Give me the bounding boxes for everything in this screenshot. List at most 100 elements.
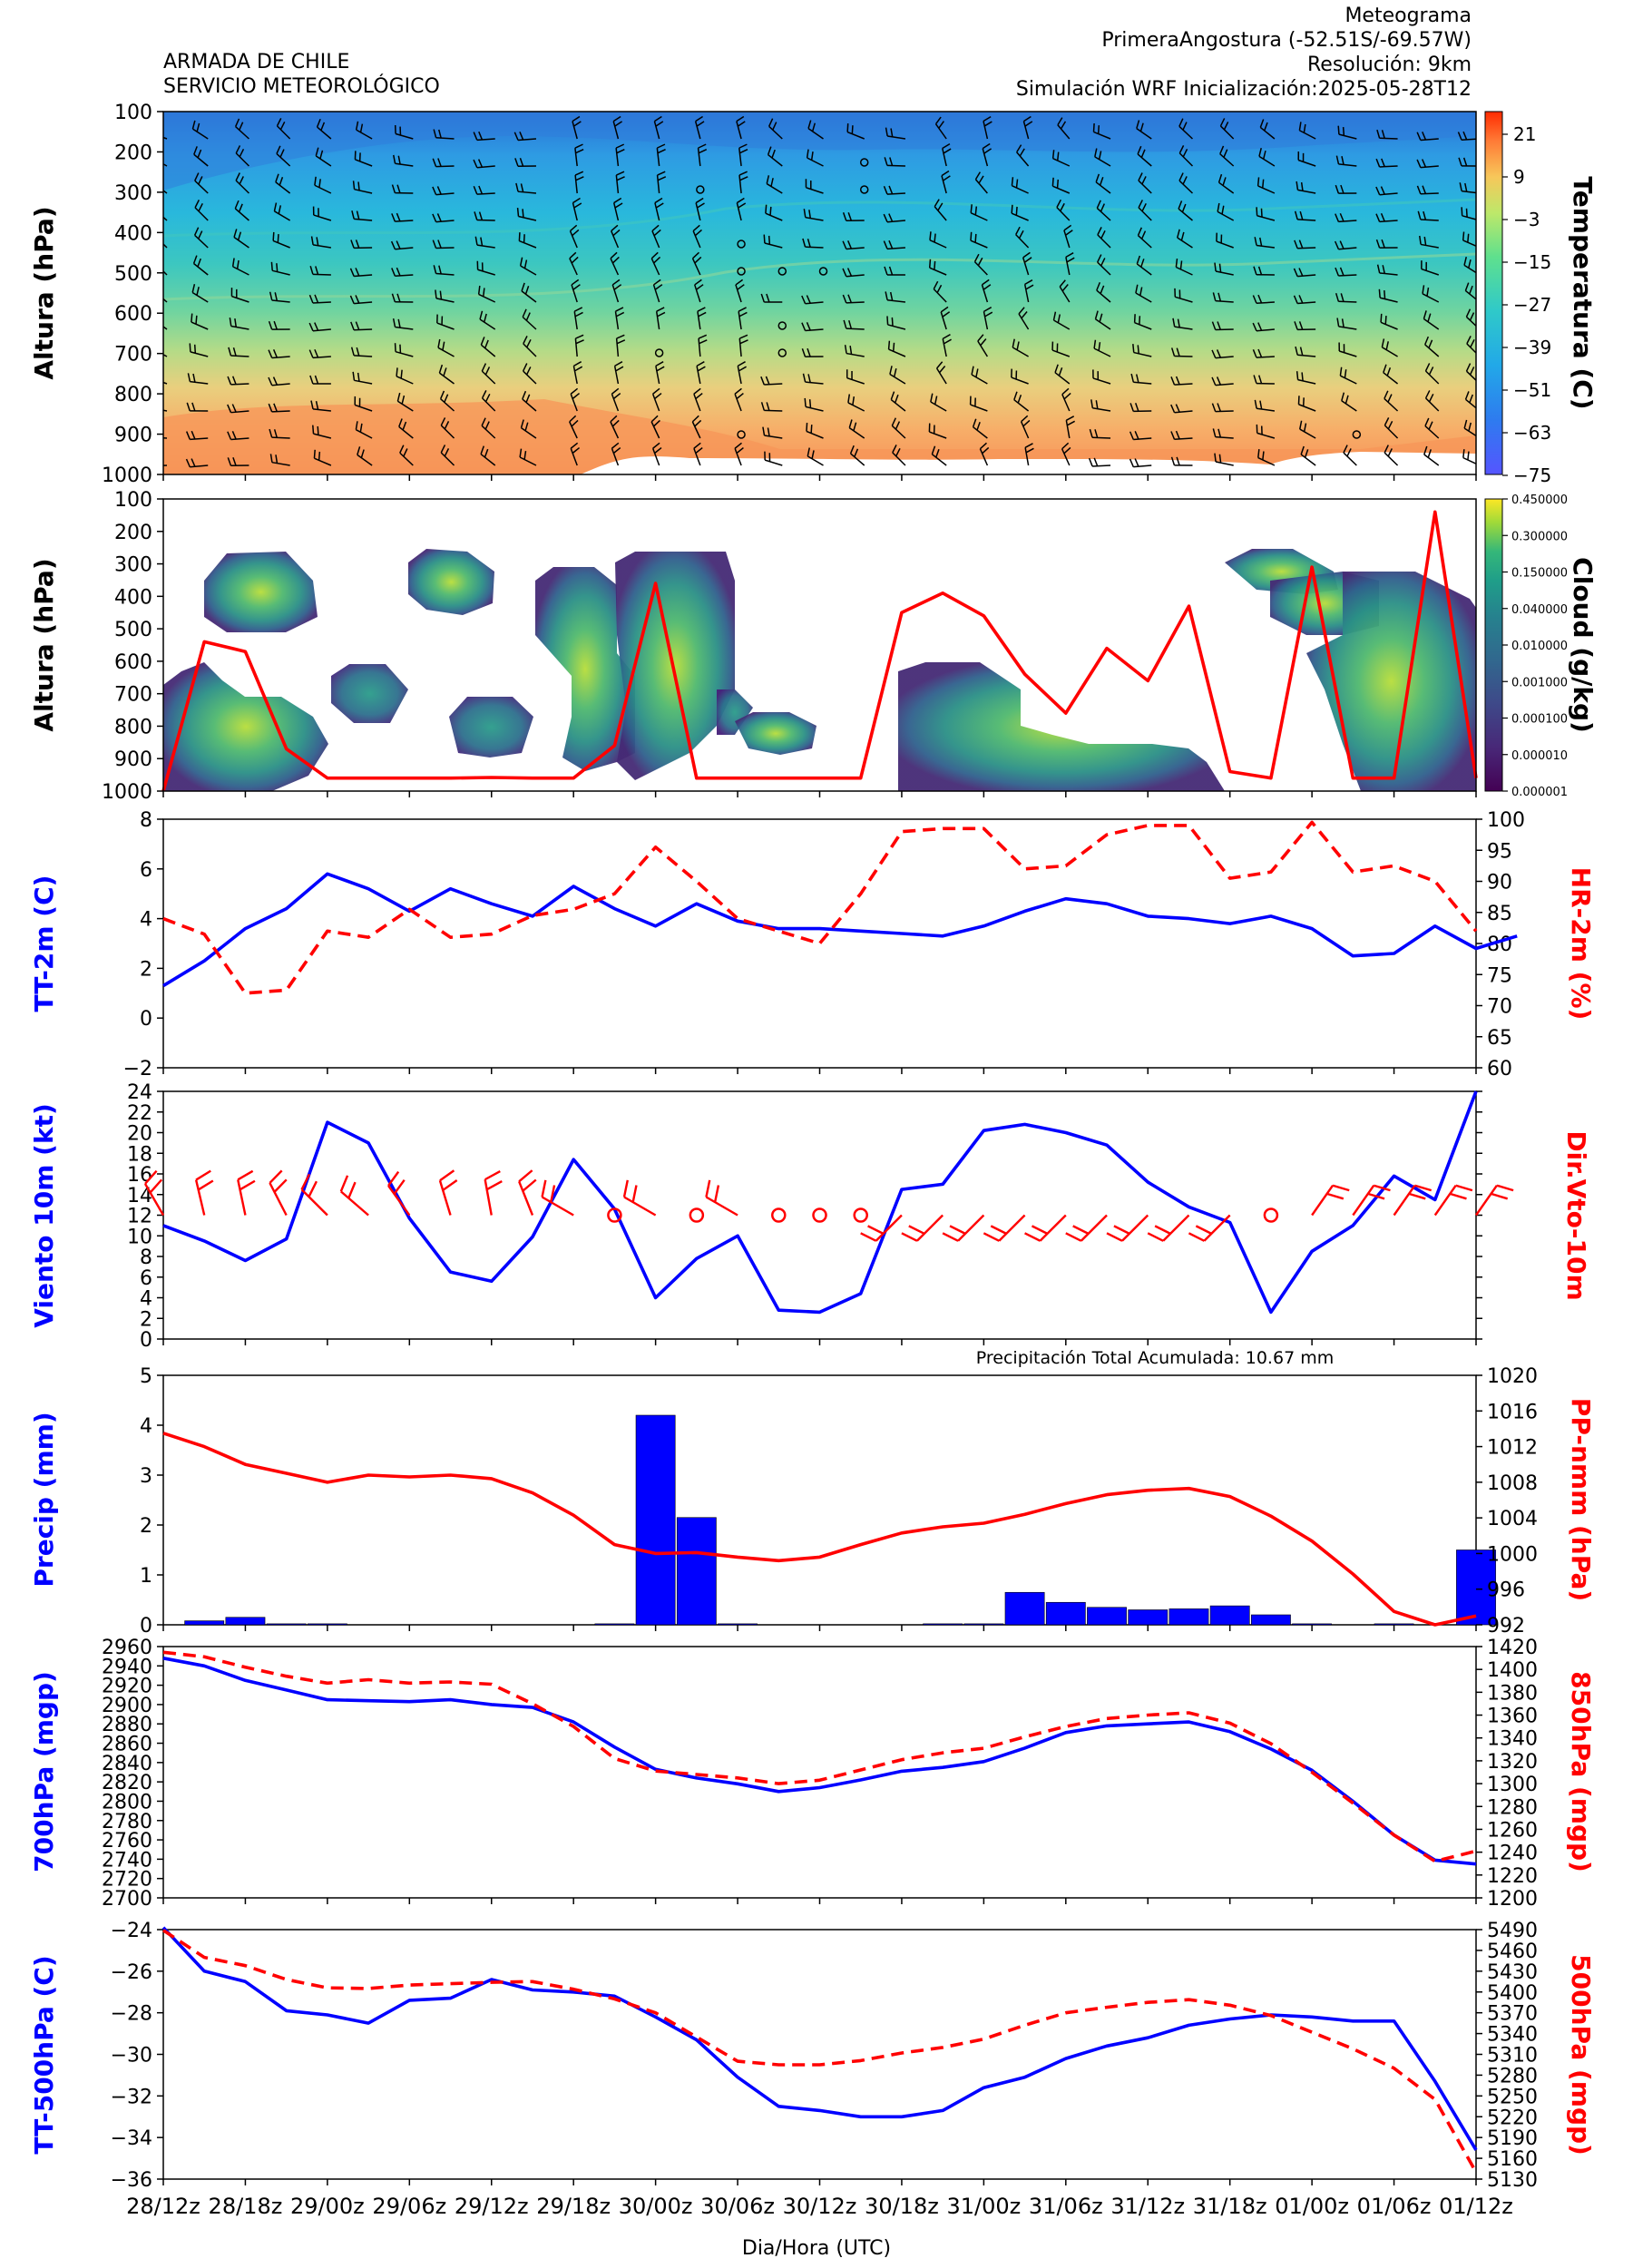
wind-barb-shaft	[1300, 454, 1316, 466]
wind-barb-shaft	[970, 240, 988, 249]
temperature-colorbar-tick-label: −39	[1513, 337, 1551, 358]
wind-barb-flag	[1380, 313, 1383, 323]
gph700-axis-tick-label: 2900	[102, 1695, 152, 1717]
gph500-axis-tick-label: 5370	[1487, 2003, 1538, 2026]
wind-barb-flag	[1294, 210, 1298, 220]
wind-barb-flag	[236, 259, 240, 269]
wind-barb-flag	[884, 266, 888, 276]
wind-barb-flag	[1137, 145, 1142, 155]
wind-barb-shaft	[569, 258, 578, 276]
wind-barb-flag	[273, 429, 278, 438]
wind-barb-flag	[888, 185, 894, 195]
wind-barb-shaft	[614, 311, 620, 330]
wind-barb-flag	[1469, 394, 1473, 404]
cloud-contour-region	[717, 689, 753, 735]
wind-barb-flag	[268, 403, 273, 413]
wind-barb-flag	[1022, 419, 1031, 427]
wind-barb-flag	[277, 234, 279, 243]
wind-barb-flag	[1257, 375, 1263, 384]
wind-barb-flag	[239, 122, 244, 131]
wind-barb-shaft	[1338, 163, 1357, 167]
wind-barb-flag	[1342, 126, 1345, 136]
wind-barb-shaft	[313, 214, 332, 221]
cloud-colorbar-tick-label: 0.450000	[1511, 494, 1568, 507]
wind-barb-shaft	[1217, 210, 1235, 221]
wind-barb-shaft	[1137, 153, 1152, 167]
wind-barb-flag	[1299, 210, 1304, 220]
gph700-axis-tick-label: 2760	[102, 1830, 152, 1853]
wind-barb-flag	[1214, 262, 1217, 272]
wind-barb-flag	[616, 339, 626, 345]
wind-barb-flag	[940, 306, 949, 313]
wind-barb-shaft	[973, 261, 988, 276]
wind-barb-flag	[807, 347, 811, 357]
wind-barb-flag	[438, 129, 442, 139]
gph700-ylabel: 700hPa (mgp)	[29, 1671, 59, 1872]
wind-barb-shaft	[482, 397, 496, 412]
wind-barb-flag	[523, 259, 528, 269]
wind-barb-shaft	[1297, 159, 1316, 167]
wind-barb-flag	[1177, 229, 1180, 239]
wind-barb-flag	[738, 334, 748, 339]
wind-barb-shaft	[847, 402, 865, 412]
wind-barb-flag	[1013, 391, 1018, 400]
wind-barb-flag	[1061, 387, 1070, 396]
wind-barb-flag	[525, 312, 531, 321]
wind-barb-flag	[575, 339, 584, 345]
wind-barb-shaft	[340, 1190, 369, 1217]
wind-barb-flag	[514, 158, 519, 167]
wind-barb-shaft	[275, 181, 291, 194]
wind-barb-shaft	[357, 454, 373, 466]
wind-barb-flag	[390, 240, 396, 250]
wind-barb-shaft	[765, 212, 783, 221]
wind-barb-shaft	[1466, 370, 1476, 382]
wind-barb-shaft	[764, 459, 783, 466]
gph500-axis-tick-label: 5460	[1487, 1941, 1538, 1963]
wind-barb-flag	[1252, 295, 1257, 304]
x-tick-label: 01/06z	[1357, 2194, 1432, 2219]
wind-barb-flag	[194, 172, 200, 181]
wind-barb-shaft	[805, 216, 824, 221]
wind-barb-flag	[1387, 394, 1393, 403]
wind-barb-shaft	[738, 175, 742, 194]
wind-barb-shaft	[846, 352, 865, 357]
wind-axis-tick-label: 2	[140, 1308, 152, 1331]
wind-barb-shaft	[1061, 448, 1071, 466]
wind-barb-flag	[942, 142, 951, 150]
wind-barb-flag	[231, 404, 237, 413]
cloud-colorbar-tick-label: 0.001000	[1511, 676, 1568, 689]
wind-barb-flag	[612, 392, 621, 400]
wind-barb-flag	[1089, 428, 1093, 438]
pressure-axis-tick-label: 1016	[1487, 1401, 1538, 1423]
wind-barb-flag	[484, 421, 490, 430]
wind-barb-shaft	[655, 366, 660, 385]
wind-barb-flag	[484, 313, 487, 323]
wind-barb-flag	[515, 182, 519, 192]
wind-barb-flag	[270, 261, 273, 271]
wind-barb-flag	[154, 254, 158, 262]
wind-barb-shaft	[313, 433, 332, 439]
wind-barb-flag	[692, 251, 699, 259]
wind-barb-shaft	[1057, 124, 1071, 140]
wind-barb-shaft	[314, 184, 332, 194]
wind-barb-flag	[193, 146, 198, 155]
wind-barb-shaft	[650, 258, 660, 276]
calm-wind-circle	[812, 1207, 827, 1223]
wind-barb-flag	[698, 149, 708, 154]
precip-bar	[1004, 1591, 1045, 1626]
tt2m-axis-tick-label: 8	[140, 809, 152, 832]
wind-barb-shaft	[517, 138, 537, 142]
wind-barb-shaft	[611, 284, 620, 303]
wind-barb-flag	[1058, 367, 1063, 376]
wind-barb-flag	[1384, 315, 1387, 325]
hr2m-axis-tick-label: 95	[1487, 840, 1512, 863]
wind-barb-shaft	[1338, 300, 1357, 303]
wind-barb-flag	[1065, 252, 1074, 259]
wind-barb-flag	[1147, 1232, 1164, 1242]
cloud-base-line	[161, 510, 1478, 792]
gph850-axis-tick-label: 1300	[1487, 1774, 1538, 1796]
pressure-axis-2-tick-label: 100	[114, 489, 152, 512]
wind-barb-flag	[396, 293, 401, 303]
pressure-axis-2-tick-label: 400	[114, 586, 152, 609]
wind-barb-flag	[1408, 1192, 1426, 1200]
